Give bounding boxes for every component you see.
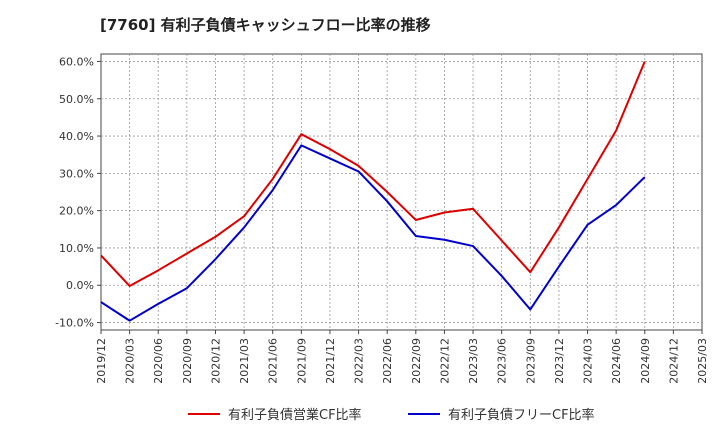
x-tick-label: 2021/03 (238, 338, 251, 384)
x-tick-label: 2025/03 (696, 338, 709, 384)
x-tick-label: 2021/06 (267, 338, 280, 384)
legend-label-1: 有利子負債営業CF比率 (228, 407, 362, 423)
x-tick-label: 2023/06 (496, 338, 509, 384)
y-tick-label: 50.0% (59, 93, 94, 106)
x-tick-label: 2024/12 (667, 338, 680, 384)
x-tick-label: 2020/12 (209, 338, 222, 384)
y-tick-label: -10.0% (55, 317, 94, 330)
legend-label-2: 有利子負債フリーCF比率 (448, 407, 595, 423)
x-tick-label: 2022/06 (381, 338, 394, 384)
y-axis: -10.0% 0.0% 10.0% 20.0% 30.0% 40.0% 50.0% 60.0% (55, 55, 101, 330)
y-tick-label: 20.0% (59, 205, 94, 218)
plot-area (100, 53, 703, 331)
x-tick-label: 2021/09 (295, 338, 308, 384)
y-tick-label: 0.0% (66, 279, 94, 292)
series-line-2 (100, 144, 646, 322)
series-group (100, 61, 646, 322)
legend: 有利子負債営業CF比率 有利子負債フリーCF比率 (188, 407, 595, 423)
y-tick-label: 30.0% (59, 167, 94, 180)
x-tick-label: 2022/03 (353, 338, 366, 384)
x-tick-label: 2022/09 (410, 338, 423, 384)
x-tick-label: 2020/03 (124, 338, 137, 384)
y-tick-label: 40.0% (59, 130, 94, 143)
x-tick-label: 2023/12 (553, 338, 566, 384)
x-tick-label: 2023/09 (524, 338, 537, 384)
x-tick-label: 2024/09 (639, 338, 652, 384)
x-tick-label: 2023/03 (467, 338, 480, 384)
x-tick-label: 2021/12 (324, 338, 337, 384)
y-tick-label: 10.0% (59, 242, 94, 255)
y-tick-label: 60.0% (59, 55, 94, 68)
x-tick-label: 2024/03 (582, 338, 595, 384)
x-tick-label: 2020/09 (181, 338, 194, 384)
x-tick-label: 2022/12 (438, 338, 451, 384)
x-tick-label: 2024/06 (610, 338, 623, 384)
series-line-1 (100, 61, 646, 287)
chart-title: [7760] 有利子負債キャッシュフロー比率の推移 (100, 16, 431, 34)
grid-lines (101, 54, 702, 330)
x-tick-label: 2020/06 (152, 338, 165, 384)
x-axis: 2019/12 2020/03 2020/06 2020/09 2020/12 2021/… (95, 330, 709, 384)
x-tick-label: 2019/12 (95, 338, 108, 384)
